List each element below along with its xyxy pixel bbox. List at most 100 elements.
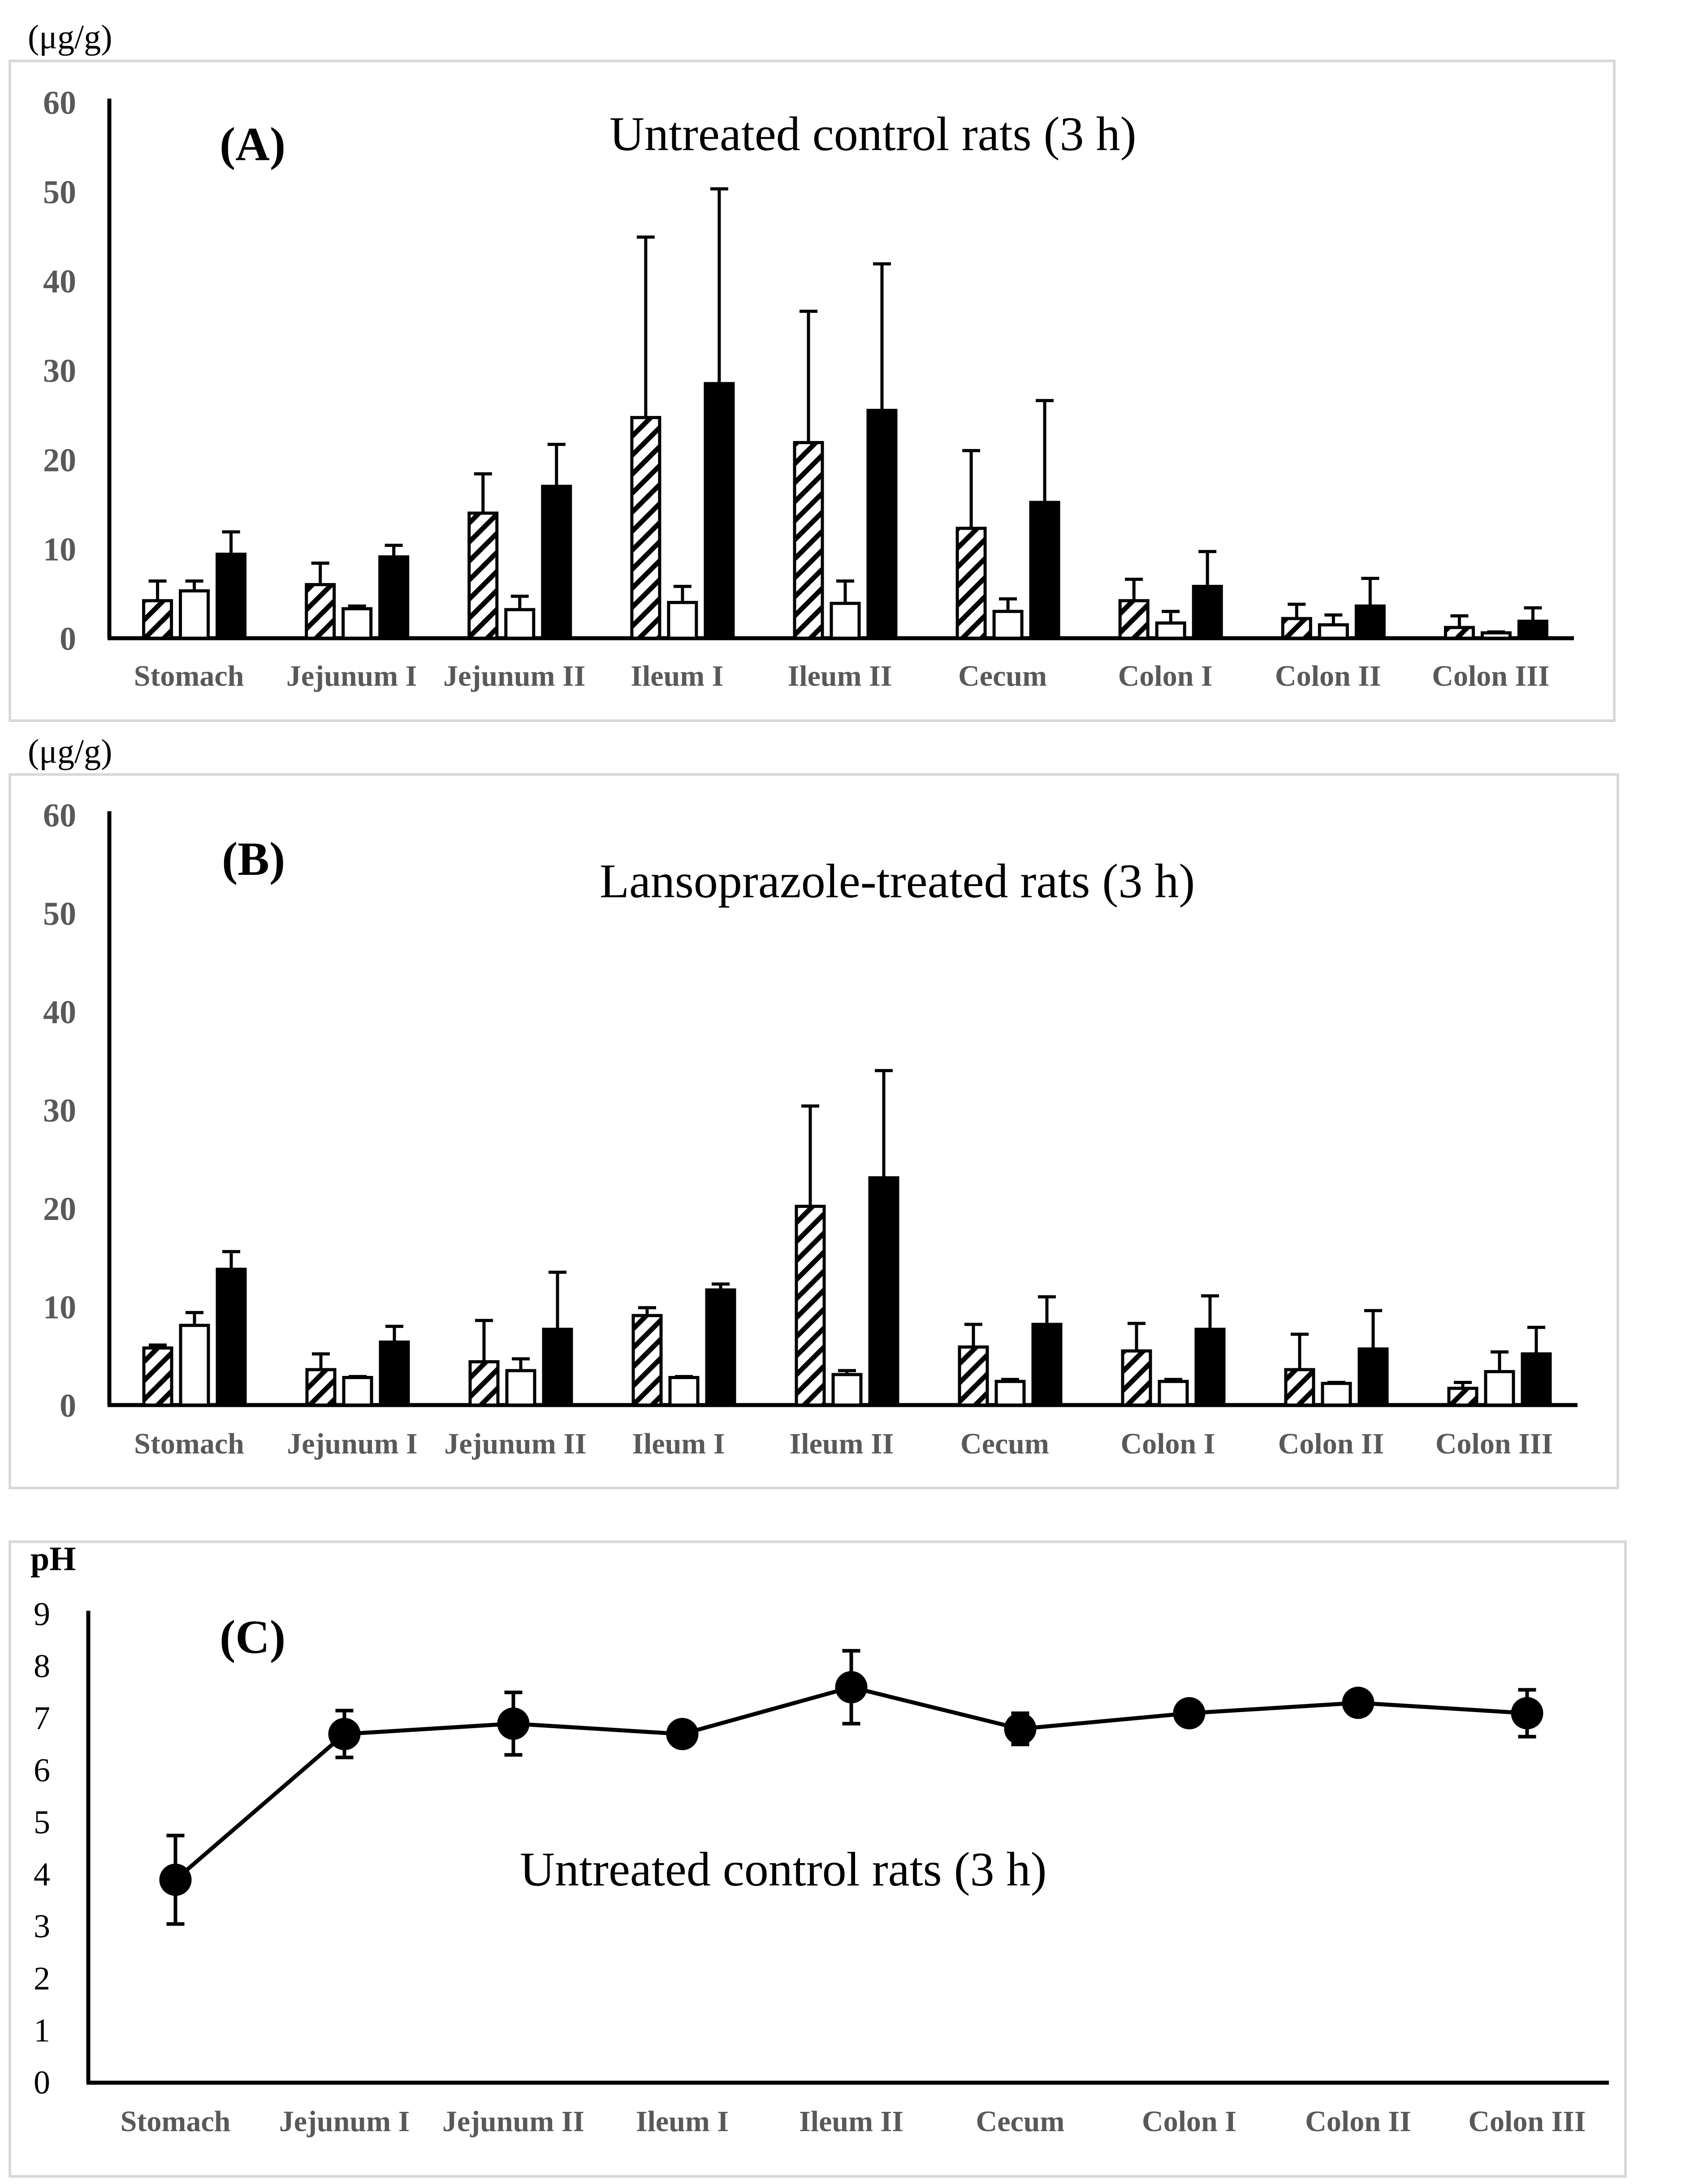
y-tick-label: 0	[34, 2064, 50, 2101]
y-tick-label: 8	[34, 1648, 50, 1685]
bar-open	[1484, 1370, 1515, 1407]
x-tick-label: Jejunum I	[286, 660, 417, 692]
panel-c-y-unit: pH	[30, 1540, 76, 1578]
y-tick-label: 40	[43, 264, 76, 300]
bar-filled	[1029, 501, 1060, 640]
x-tick-label: Colon I	[1121, 1427, 1215, 1460]
y-tick-label: 20	[43, 1191, 76, 1228]
y-tick-label: 30	[43, 353, 76, 389]
panel-b-frame	[9, 773, 1619, 1489]
x-tick-label: Colon III	[1435, 1427, 1553, 1460]
x-tick-label: Colon II	[1305, 2105, 1411, 2138]
ph-point	[497, 1707, 530, 1740]
bar-hatched	[1284, 1368, 1315, 1407]
panel-a-label: (A)	[220, 118, 285, 170]
x-tick-label: Stomach	[134, 660, 244, 692]
bar-filled	[1031, 1323, 1063, 1407]
bar-hatched	[1118, 599, 1150, 640]
y-tick-label: 40	[43, 994, 76, 1031]
x-tick-label: Cecum	[976, 2105, 1065, 2138]
bar-open	[1318, 623, 1349, 640]
y-tick-label: 60	[43, 85, 76, 121]
x-tick-label: Ileum II	[799, 2105, 903, 2138]
y-tick-label: 20	[43, 442, 76, 479]
y-tick-label: 60	[43, 797, 76, 834]
ph-point	[328, 1718, 361, 1751]
bar-hatched	[1121, 1349, 1152, 1407]
bar-hatched	[467, 511, 499, 640]
bar-hatched	[630, 416, 661, 640]
x-tick-label: Jejunum II	[443, 660, 585, 692]
y-tick-label: 50	[43, 896, 76, 933]
ph-point	[835, 1671, 868, 1704]
bar-open	[667, 601, 698, 640]
bar-hatched	[305, 583, 336, 640]
ph-point	[1342, 1687, 1374, 1719]
y-tick-label: 7	[34, 1700, 50, 1737]
bar-hatched	[1281, 617, 1312, 640]
bar-open	[1158, 1380, 1189, 1407]
y-tick-label: 0	[60, 1388, 76, 1424]
bar-hatched	[795, 1205, 826, 1407]
x-tick-label: Colon II	[1275, 660, 1381, 692]
x-tick-label: Ileum II	[790, 1427, 894, 1460]
x-tick-label: Ileum I	[631, 660, 723, 692]
bar-open	[830, 601, 861, 640]
x-tick-label: Jejunum II	[444, 1427, 586, 1460]
bar-open	[179, 589, 210, 640]
panel-c-label: (C)	[220, 1611, 285, 1663]
bar-hatched	[142, 599, 173, 640]
x-tick-label: Jejunum II	[442, 2105, 584, 2138]
y-tick-label: 10	[43, 1289, 76, 1326]
bar-filled	[868, 1176, 899, 1407]
ph-point	[1173, 1697, 1206, 1730]
bar-open	[992, 610, 1024, 640]
ph-point	[1511, 1697, 1543, 1730]
bar-filled	[216, 553, 247, 640]
y-tick-label: 50	[43, 174, 76, 211]
y-tick-label: 2	[34, 1960, 50, 1997]
bar-filled	[1192, 584, 1223, 640]
panel-c-title: Untreated control rats (3 h)	[520, 1843, 1047, 1896]
y-tick-label: 0	[60, 621, 76, 657]
bar-filled	[1521, 1352, 1552, 1407]
bar-hatched	[1444, 626, 1475, 640]
y-tick-label: 6	[34, 1752, 50, 1789]
panel-a-title: Untreated control rats (3 h)	[609, 108, 1137, 161]
y-tick-label: 3	[34, 1908, 50, 1945]
x-tick-label: Jejunum I	[279, 2105, 410, 2138]
bar-filled	[1517, 619, 1548, 640]
bar-hatched	[1447, 1387, 1478, 1407]
bar-open	[504, 608, 536, 640]
x-tick-label: Stomach	[134, 1427, 244, 1460]
bar-open	[341, 607, 373, 640]
bar-filled	[866, 409, 898, 640]
bar-hatched	[958, 1345, 989, 1407]
x-tick-label: Cecum	[960, 1427, 1049, 1460]
bar-filled	[1357, 1347, 1389, 1407]
y-tick-label: 10	[43, 532, 76, 568]
ph-point	[1004, 1713, 1037, 1745]
bar-filled	[378, 555, 410, 640]
bar-filled	[1354, 604, 1386, 640]
y-tick-label: 1	[34, 2012, 50, 2049]
x-tick-label: Colon I	[1118, 660, 1213, 692]
panel-b-label: (B)	[222, 833, 285, 885]
bar-open	[668, 1376, 700, 1407]
x-tick-label: Ileum I	[636, 2105, 729, 2138]
bar-open	[1155, 621, 1186, 640]
x-tick-label: Ileum II	[788, 660, 892, 692]
bar-open	[831, 1373, 863, 1407]
panel-b: (μg/g) (B) Lansoprazole-treated rats (3 …	[9, 733, 1619, 1489]
x-tick-label: Ileum I	[632, 1427, 725, 1460]
bar-filled	[704, 382, 735, 640]
bar-filled	[216, 1267, 247, 1407]
x-tick-label: Colon II	[1278, 1427, 1384, 1460]
panel-b-plot: 0 10 20 30 40 50 60 Stomach Jejunum I Jejunum II I…	[43, 797, 1578, 1460]
bar-hatched	[793, 441, 824, 640]
panel-a-frame	[9, 60, 1616, 722]
x-tick-label: Stomach	[121, 2105, 231, 2138]
bar-filled	[541, 484, 572, 640]
bar-open	[1321, 1382, 1352, 1407]
